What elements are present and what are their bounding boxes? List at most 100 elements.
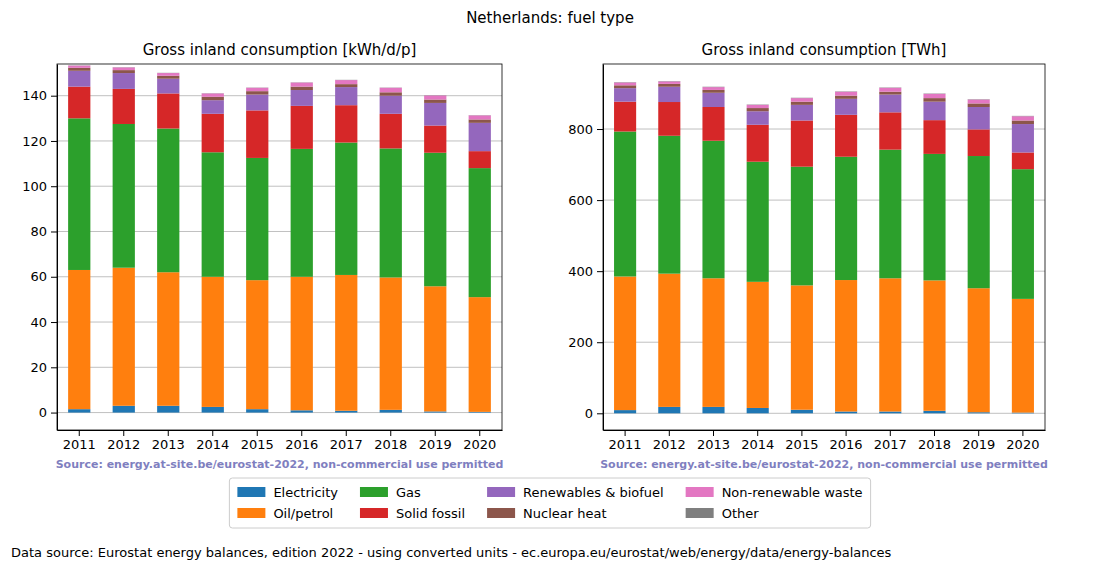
bars bbox=[614, 81, 1034, 413]
y-tick: 600 bbox=[568, 193, 603, 208]
grid bbox=[57, 96, 502, 413]
series bbox=[614, 81, 1034, 120]
series bbox=[614, 132, 1034, 299]
bar bbox=[835, 92, 857, 96]
legend-item: Oil/petrol bbox=[237, 506, 333, 521]
y-tick-label: 60 bbox=[30, 269, 47, 284]
bar bbox=[157, 272, 179, 406]
bar bbox=[335, 87, 357, 105]
x-tick: 2017 bbox=[874, 430, 907, 452]
bar bbox=[380, 87, 402, 88]
bar bbox=[614, 82, 636, 83]
bar bbox=[246, 91, 268, 94]
legend-label: Nuclear heat bbox=[523, 506, 606, 521]
bar bbox=[923, 120, 945, 154]
bar bbox=[968, 288, 990, 412]
x-tick: 2019 bbox=[962, 430, 995, 452]
bar bbox=[202, 277, 224, 407]
bar bbox=[923, 411, 945, 413]
y-tick-mark bbox=[597, 271, 603, 272]
bar bbox=[835, 96, 857, 99]
legend-label: Solid fossil bbox=[396, 506, 465, 521]
x-tick-label: 2013 bbox=[697, 437, 730, 452]
footnote: Data source: Eurostat energy balances, e… bbox=[11, 545, 892, 560]
bar bbox=[246, 280, 268, 409]
x-tick-label: 2016 bbox=[830, 437, 863, 452]
x-tick: 2017 bbox=[330, 430, 363, 452]
legend-swatch bbox=[686, 508, 714, 518]
bar bbox=[747, 108, 769, 111]
x-tick-mark bbox=[390, 430, 391, 436]
bar bbox=[835, 412, 857, 414]
legend-label: Gas bbox=[396, 485, 421, 500]
series bbox=[68, 65, 491, 115]
bar bbox=[747, 111, 769, 125]
bar bbox=[879, 92, 901, 95]
bar bbox=[380, 277, 402, 409]
y-tick-label: 20 bbox=[30, 360, 47, 375]
bar bbox=[113, 73, 135, 89]
bar bbox=[614, 82, 636, 85]
bar bbox=[968, 99, 990, 100]
series bbox=[68, 71, 491, 151]
y-tick-mark bbox=[51, 96, 57, 97]
bar bbox=[424, 126, 446, 153]
bar bbox=[835, 91, 857, 92]
source-annotation: Source: energy.at-site.be/eurostat-2022,… bbox=[56, 458, 504, 471]
y-tick: 100 bbox=[22, 179, 57, 194]
legend-swatch bbox=[686, 487, 714, 497]
x-tick-mark bbox=[846, 430, 847, 436]
x-tick-label: 2016 bbox=[285, 437, 318, 452]
bar bbox=[291, 82, 313, 83]
bar bbox=[747, 104, 769, 105]
bar bbox=[202, 100, 224, 114]
x-tick: 2015 bbox=[785, 430, 818, 452]
bar bbox=[113, 406, 135, 413]
series bbox=[614, 274, 1034, 413]
bar bbox=[791, 97, 813, 98]
bar bbox=[702, 407, 724, 413]
bar bbox=[702, 90, 724, 93]
bar bbox=[923, 102, 945, 120]
bar bbox=[702, 87, 724, 90]
series bbox=[68, 66, 491, 120]
bar bbox=[1012, 115, 1034, 116]
bar bbox=[202, 114, 224, 152]
bar bbox=[747, 282, 769, 408]
y-tick-mark bbox=[597, 413, 603, 414]
bar bbox=[923, 93, 945, 94]
bar bbox=[469, 115, 491, 116]
bar bbox=[424, 100, 446, 103]
series bbox=[614, 87, 1034, 153]
bar bbox=[113, 268, 135, 406]
plot-frame bbox=[57, 64, 502, 430]
bar bbox=[335, 84, 357, 87]
bar bbox=[791, 102, 813, 105]
bars bbox=[68, 65, 491, 412]
y-tick-mark bbox=[51, 277, 57, 278]
y-tick: 40 bbox=[30, 315, 57, 330]
bar bbox=[246, 87, 268, 88]
y-tick-mark bbox=[597, 200, 603, 201]
bar bbox=[113, 89, 135, 124]
x-tick-label: 2011 bbox=[63, 437, 96, 452]
bar bbox=[291, 410, 313, 412]
y-tick-label: 140 bbox=[22, 88, 47, 103]
x-tick-mark bbox=[435, 430, 436, 436]
bar bbox=[113, 70, 135, 73]
bar bbox=[747, 408, 769, 413]
bar bbox=[246, 409, 268, 412]
x-tick: 2012 bbox=[653, 430, 686, 452]
bar bbox=[879, 88, 901, 92]
bar bbox=[923, 98, 945, 102]
x-tick: 2013 bbox=[697, 430, 730, 452]
bar bbox=[291, 149, 313, 277]
y-tick-mark bbox=[51, 413, 57, 414]
y-tick: 200 bbox=[568, 335, 603, 350]
bar bbox=[335, 275, 357, 411]
bar bbox=[291, 106, 313, 149]
x-tick-mark bbox=[1022, 430, 1023, 436]
bar bbox=[1012, 116, 1034, 120]
legend-swatch bbox=[237, 487, 265, 497]
y-tick-label: 200 bbox=[568, 335, 593, 350]
